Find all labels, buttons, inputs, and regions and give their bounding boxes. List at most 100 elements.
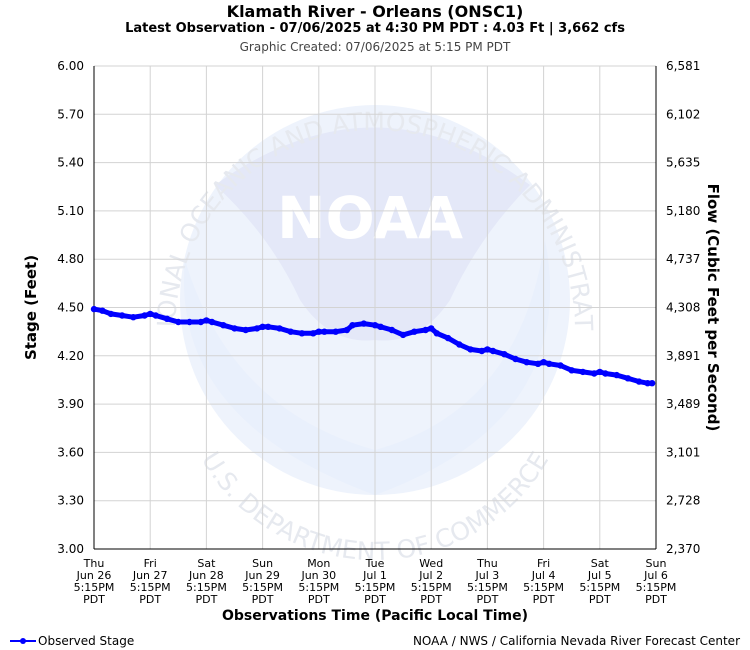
data-point bbox=[99, 307, 106, 314]
legend-line-icon bbox=[10, 638, 36, 644]
data-point bbox=[276, 325, 283, 332]
y-tick-label: 4.50 bbox=[57, 301, 84, 315]
y-tick-label: 3.60 bbox=[57, 445, 84, 459]
y2-tick-label: 2,370 bbox=[666, 542, 700, 556]
data-point bbox=[220, 322, 227, 329]
x-tick-label: Fri Jul 4 5:15PM PDT bbox=[523, 557, 564, 606]
x-tick-label: Mon Jun 30 5:15PM PDT bbox=[298, 557, 339, 606]
data-point bbox=[568, 367, 575, 374]
x-tick-label: Sat Jun 28 5:15PM PDT bbox=[186, 557, 227, 606]
x-tick-label: Sun Jun 29 5:15PM PDT bbox=[242, 557, 283, 606]
noaa-logo-text: NOAA bbox=[277, 184, 463, 252]
data-point bbox=[512, 355, 519, 363]
y-axis-title: Stage (Feet) bbox=[22, 255, 40, 360]
data-point bbox=[484, 346, 491, 353]
y2-tick-label: 6,102 bbox=[666, 107, 700, 121]
data-point bbox=[534, 360, 542, 367]
data-point bbox=[591, 370, 598, 377]
data-point bbox=[428, 325, 435, 332]
data-point bbox=[371, 322, 379, 329]
chart-title: Klamath River - Orleans (ONSC1) bbox=[226, 2, 524, 21]
y-tick-label: 4.20 bbox=[57, 349, 84, 363]
y2-axis-title: Flow (Cubic Feet per Second) bbox=[704, 184, 722, 432]
data-point bbox=[444, 334, 452, 342]
x-tick-label: Tue Jul 1 5:15PM PDT bbox=[355, 557, 396, 606]
data-point bbox=[349, 322, 356, 329]
data-point bbox=[456, 341, 463, 348]
data-point bbox=[175, 318, 182, 326]
x-tick-label: Sun Jul 6 5:15PM PDT bbox=[636, 557, 677, 606]
data-point bbox=[644, 380, 651, 387]
data-point bbox=[433, 330, 440, 337]
y-tick-label: 3.00 bbox=[57, 542, 84, 556]
data-point bbox=[163, 315, 171, 322]
y2-tick-label: 4,308 bbox=[666, 301, 700, 315]
data-point bbox=[377, 323, 384, 330]
data-point bbox=[602, 370, 609, 377]
y2-tick-label: 2,728 bbox=[666, 494, 700, 508]
data-point bbox=[130, 314, 137, 321]
y-tick-label: 6.00 bbox=[57, 59, 84, 73]
data-point bbox=[90, 305, 98, 313]
data-point bbox=[501, 351, 508, 358]
data-point bbox=[411, 328, 418, 335]
credit-text: NOAA / NWS / California Nevada River For… bbox=[412, 634, 740, 648]
data-point bbox=[579, 368, 587, 376]
data-point bbox=[287, 328, 294, 335]
data-point bbox=[253, 325, 261, 332]
x-tick-label: Fri Jun 27 5:15PM PDT bbox=[130, 557, 171, 606]
data-point bbox=[343, 326, 351, 334]
data-point bbox=[259, 323, 266, 330]
y2-tick-label: 4,737 bbox=[666, 252, 700, 266]
y2-tick-label: 3,101 bbox=[666, 445, 700, 459]
data-point bbox=[298, 330, 306, 337]
data-point bbox=[310, 330, 317, 337]
x-tick-label: Thu Jun 26 5:15PM PDT bbox=[74, 557, 115, 606]
data-point bbox=[152, 312, 159, 319]
grid-lines bbox=[93, 65, 657, 550]
x-axis-title: Observations Time (Pacific Local Time) bbox=[222, 608, 528, 624]
data-point bbox=[478, 347, 485, 355]
data-point bbox=[315, 328, 322, 335]
data-point bbox=[422, 326, 429, 334]
data-point bbox=[147, 310, 154, 318]
data-point bbox=[208, 318, 216, 326]
legend: Observed Stage bbox=[10, 634, 134, 648]
y-tick-label: 5.10 bbox=[57, 204, 84, 218]
data-point bbox=[557, 362, 564, 369]
legend-label: Observed Stage bbox=[38, 634, 135, 648]
data-point bbox=[242, 326, 249, 334]
data-point bbox=[141, 312, 148, 319]
data-point bbox=[489, 347, 497, 355]
y2-tick-label: 5,635 bbox=[666, 156, 700, 170]
y2-tick-label: 5,180 bbox=[666, 204, 700, 218]
y2-tick-label: 3,489 bbox=[666, 397, 700, 411]
y2-tick-label: 3,891 bbox=[666, 349, 700, 363]
data-point bbox=[332, 328, 339, 335]
y-tick-label: 3.30 bbox=[57, 494, 84, 508]
data-point bbox=[107, 310, 115, 318]
data-point bbox=[203, 317, 210, 324]
graphic-created: Graphic Created: 07/06/2025 at 5:15 PM P… bbox=[239, 40, 511, 54]
data-point bbox=[613, 371, 620, 379]
data-point bbox=[231, 325, 238, 332]
data-point bbox=[186, 318, 193, 326]
axis-labels: 3.00 2,370 3.30 2,728 3.60 3,101 3.90 3,489 4.20… bbox=[22, 59, 722, 624]
y-tick-label: 5.40 bbox=[57, 156, 84, 170]
data-point bbox=[467, 346, 474, 353]
data-point bbox=[635, 378, 643, 385]
y2-tick-label: 6,581 bbox=[666, 59, 700, 73]
data-point bbox=[265, 323, 272, 330]
x-tick-label: Thu Jul 3 5:15PM PDT bbox=[467, 557, 508, 606]
y-tick-label: 3.90 bbox=[57, 397, 84, 411]
data-point bbox=[546, 360, 553, 367]
x-tick-label: Sat Jul 5 5:15PM PDT bbox=[579, 557, 620, 606]
noaa-watermark: NOAA NATIONAL OCEANIC AND ATMOSPHERIC AD… bbox=[0, 0, 598, 566]
data-series bbox=[90, 305, 656, 387]
data-point bbox=[360, 320, 367, 327]
data-point bbox=[321, 328, 328, 335]
data-point bbox=[388, 326, 396, 334]
latest-observation: Latest Observation - 07/06/2025 at 4:30 … bbox=[125, 21, 625, 36]
data-point bbox=[648, 380, 656, 387]
